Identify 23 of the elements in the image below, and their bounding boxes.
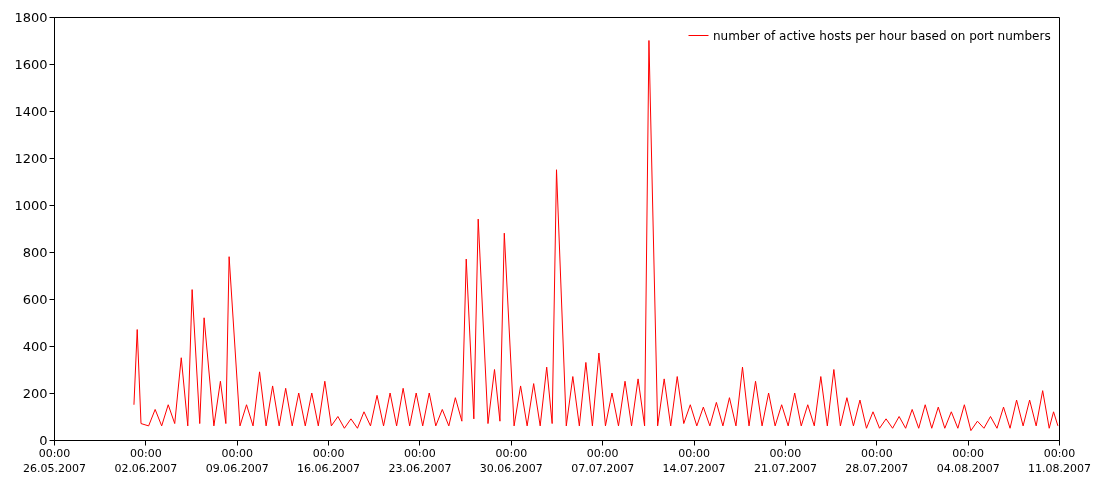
x-tick-label: 00:00 04.08.2007: [936, 446, 1000, 475]
y-tick-label: 600: [22, 291, 48, 307]
y-tick-label: 800: [22, 244, 48, 260]
x-tick-label: 00:00 11.08.2007: [1028, 446, 1091, 475]
y-tick-label: 200: [22, 385, 48, 401]
x-tick-label: 00:00 09.06.2007: [205, 446, 269, 475]
y-tick-label: 1600: [14, 56, 48, 72]
x-tick-label: 00:00 23.06.2007: [388, 446, 452, 475]
y-tick-label: 1800: [14, 9, 48, 25]
y-tick-label: 1400: [14, 103, 48, 119]
y-tick-label: 0: [39, 432, 48, 448]
legend-label: number of active hosts per hour based on port numbers: [713, 28, 1051, 43]
x-tick-label: 00:00 07.07.2007: [571, 446, 635, 475]
x-tick-label: 00:00 21.07.2007: [753, 446, 817, 475]
y-tick-label: 1200: [14, 150, 48, 166]
y-tick-label: 400: [22, 338, 48, 354]
x-tick-label: 00:00 30.06.2007: [479, 446, 543, 475]
x-tick-label: 00:00 02.06.2007: [114, 446, 178, 475]
x-tick-label: 00:00 28.07.2007: [845, 446, 909, 475]
x-tick-label: 00:00 26.05.2007: [23, 446, 86, 475]
x-tick-label: 00:00 16.06.2007: [297, 446, 361, 475]
y-tick-label: 1000: [14, 197, 48, 213]
x-tick-label: 00:00 14.07.2007: [662, 446, 726, 475]
